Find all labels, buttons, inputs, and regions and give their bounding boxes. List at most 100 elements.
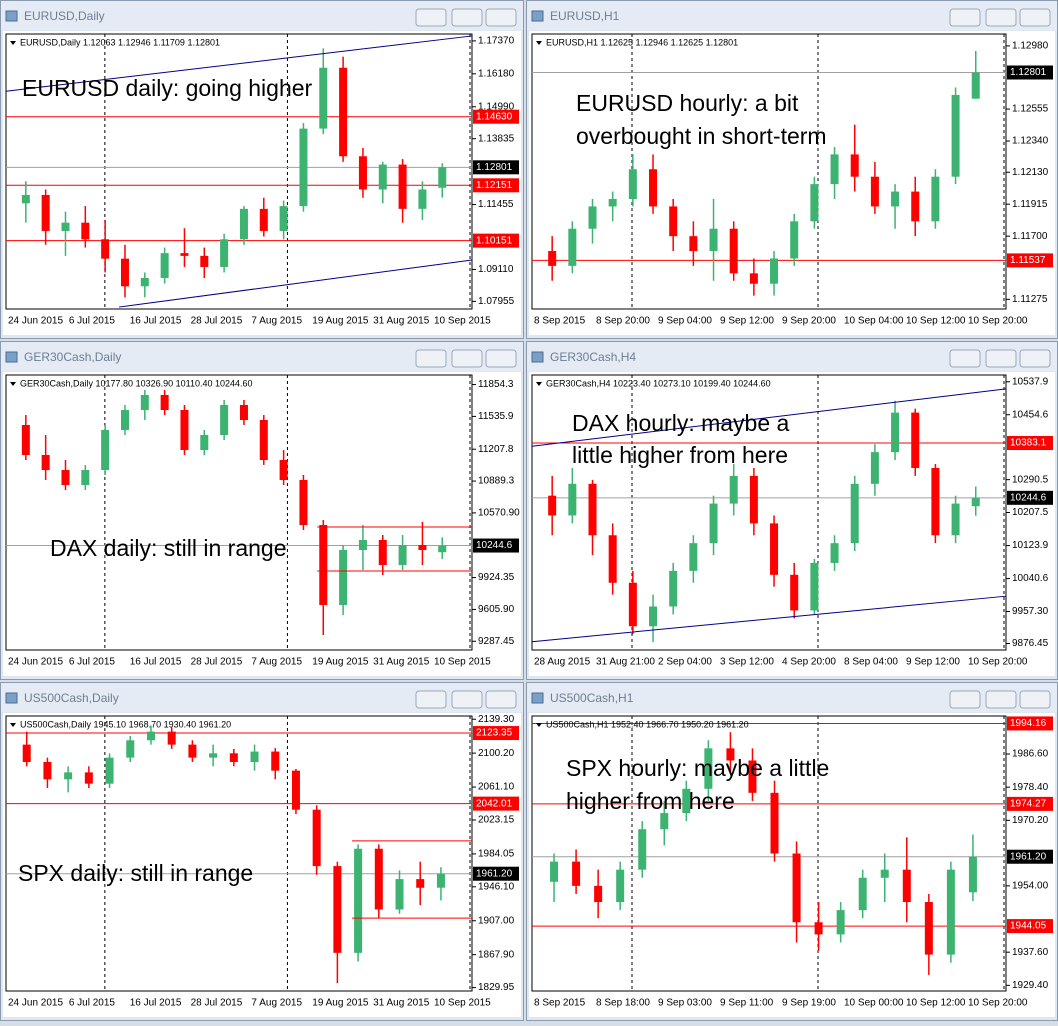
- close-button[interactable]: [485, 349, 517, 368]
- close-button[interactable]: [1019, 349, 1051, 368]
- price-label: 1929.40: [1012, 980, 1049, 991]
- price-tag: [473, 160, 519, 175]
- candle-body: [770, 792, 779, 854]
- chart-window: EURUSD,H1 1.12980 1.12555 1.12340 1.12130 1.1…: [526, 0, 1058, 339]
- trendline: [531, 595, 1007, 643]
- price-label: 9605.90: [478, 604, 515, 615]
- candle-body: [81, 222, 90, 240]
- candle-body: [398, 545, 407, 565]
- window-icon: [5, 692, 18, 704]
- maximize-button[interactable]: [451, 349, 483, 368]
- price-tag: [473, 538, 519, 553]
- price-label: 1.12980: [1012, 41, 1049, 52]
- price-label: 1.07955: [478, 296, 515, 307]
- candle-body: [21, 195, 30, 204]
- candle-body: [548, 251, 557, 266]
- price-label: 9924.35: [478, 572, 515, 583]
- candle-body: [167, 731, 176, 745]
- maximize-button[interactable]: [985, 690, 1017, 709]
- candle-body: [971, 497, 980, 507]
- candle-body: [649, 606, 658, 627]
- candle-body: [299, 128, 308, 207]
- candle-body: [729, 475, 738, 504]
- candle-body: [748, 760, 757, 793]
- candle-body: [358, 156, 367, 190]
- candle-body: [649, 169, 658, 207]
- price-label: 1946.10: [478, 881, 515, 892]
- minimize-button[interactable]: [415, 690, 447, 709]
- price-label: 1.11700: [1012, 231, 1048, 242]
- minimize-button[interactable]: [415, 8, 447, 27]
- close-button[interactable]: [485, 8, 517, 27]
- plot-frame: [531, 33, 1007, 310]
- maximize-button[interactable]: [451, 8, 483, 27]
- candle-body: [709, 228, 718, 252]
- window-title: EURUSD,Daily: [24, 9, 105, 23]
- symbol-info: GER30Cash,H4 10223.40 10273.10 10199.40 …: [546, 378, 771, 388]
- maximize-button[interactable]: [985, 349, 1017, 368]
- candle-body: [682, 788, 691, 814]
- plot-frame: [531, 715, 1007, 992]
- candle-body: [126, 740, 135, 758]
- trendline: [531, 388, 1007, 447]
- candle-body: [749, 475, 758, 524]
- candle-body: [880, 869, 889, 878]
- candle-body: [792, 853, 801, 923]
- price-label: 10123.9: [1012, 540, 1049, 551]
- candle-body: [971, 72, 980, 99]
- minimize-button[interactable]: [949, 8, 981, 27]
- minimize-button[interactable]: [949, 349, 981, 368]
- candle-body: [870, 452, 879, 484]
- time-label: 24 Jun 2015: [8, 316, 63, 327]
- time-label: 9 Sep 12:00: [906, 657, 960, 668]
- time-label: 19 Aug 2015: [312, 998, 369, 1009]
- candle-body: [608, 199, 617, 207]
- chart-canvas: [529, 713, 1055, 1017]
- price-tag: [473, 726, 519, 741]
- price-label: 1.12130: [1012, 167, 1049, 178]
- annotation: EURUSD hourly: a bit: [576, 90, 799, 116]
- price-label: 1.09110: [478, 264, 514, 275]
- symbol-info: EURUSD,Daily 1.12063 1.12946 1.11709 1.1…: [20, 37, 220, 47]
- maximize-button[interactable]: [451, 690, 483, 709]
- candle-body: [279, 206, 288, 231]
- price-tag-label: 1.10151: [476, 235, 513, 246]
- candle-body: [378, 540, 387, 565]
- candle-body: [628, 169, 637, 199]
- annotation: DAX hourly: maybe a: [572, 410, 790, 436]
- time-label: 10 Sep 12:00: [906, 998, 966, 1009]
- price-tag-label: 10383.1: [1010, 438, 1047, 449]
- minimize-button[interactable]: [415, 349, 447, 368]
- close-button[interactable]: [485, 690, 517, 709]
- chart-canvas: [529, 372, 1055, 676]
- candle-body: [588, 483, 597, 536]
- price-label: 11535.9: [478, 411, 514, 422]
- price-label: 10454.6: [1012, 409, 1049, 420]
- candle-body: [140, 278, 149, 287]
- close-button[interactable]: [1019, 8, 1051, 27]
- candle-body: [398, 164, 407, 209]
- price-label: 1829.95: [478, 982, 515, 993]
- candle-body: [951, 94, 960, 177]
- price-label: 10290.5: [1012, 474, 1049, 485]
- price-label: 9287.45: [478, 636, 515, 647]
- time-label: 9 Sep 03:00: [658, 998, 712, 1009]
- time-label: 10 Sep 2015: [434, 657, 491, 668]
- price-label: 9876.45: [1012, 638, 1049, 649]
- candle-body: [548, 495, 557, 516]
- minimize-button[interactable]: [949, 690, 981, 709]
- candle-body: [120, 410, 129, 430]
- candle-body: [924, 902, 933, 955]
- candle-body: [209, 753, 218, 758]
- window-title: GER30Cash,Daily: [24, 350, 121, 364]
- time-label: 3 Sep 12:00: [720, 657, 774, 668]
- info-marker: [10, 41, 16, 45]
- annotation: higher from here: [566, 788, 735, 814]
- close-button[interactable]: [1019, 690, 1051, 709]
- candle-body: [339, 67, 348, 157]
- price-tag: [1007, 796, 1053, 811]
- maximize-button[interactable]: [985, 8, 1017, 27]
- window-icon: [531, 351, 544, 363]
- annotation: overbought in short-term: [576, 123, 827, 149]
